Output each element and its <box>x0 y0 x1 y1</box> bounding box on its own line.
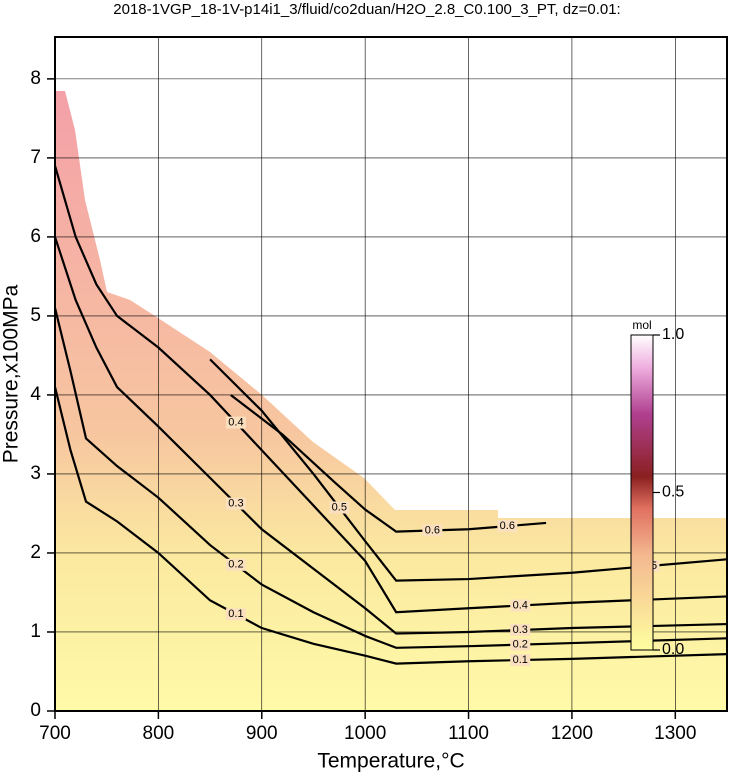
contour-label-bg <box>329 501 350 514</box>
x-tick-label: 900 <box>246 723 278 744</box>
contour-label: 0.1 <box>513 654 528 666</box>
colorbar-label: mol <box>632 318 651 332</box>
y-tick-label: 1 <box>30 621 41 642</box>
contour-line <box>53 236 728 635</box>
contour-label: 0.2 <box>513 639 528 651</box>
plot-frame <box>54 36 728 712</box>
contour-label-bg <box>225 497 246 510</box>
x-tick-label: 1100 <box>448 723 489 744</box>
contour-label-bg <box>510 624 531 637</box>
contour-label-bg <box>510 638 531 651</box>
y-tick-label: 5 <box>30 305 41 326</box>
contour-label-bg <box>225 608 246 621</box>
y-tick-label: 7 <box>30 147 41 168</box>
contour-label: 0.3 <box>513 624 528 636</box>
contour-line <box>209 358 728 582</box>
contour-label: 0.2 <box>228 559 243 571</box>
y-tick-label: 8 <box>30 68 41 89</box>
contour-line <box>230 394 547 533</box>
y-tick-label: 2 <box>30 542 41 563</box>
chart-title: 2018-1VGP_18-1V-p14i1_3/fluid/co2duan/H2… <box>113 1 620 18</box>
y-tick-label: 3 <box>30 463 41 484</box>
x-tick-label: 700 <box>39 723 71 744</box>
colorbar-tick-label: 1.0 <box>662 326 684 343</box>
contour-label-bg <box>497 520 518 533</box>
contour-label: 0.3 <box>228 497 243 509</box>
colorbar <box>630 334 654 651</box>
x-tick-label: 1000 <box>344 723 386 744</box>
contour-line <box>53 386 728 665</box>
x-tick-label: 1300 <box>654 723 696 744</box>
x-tick-label: 1200 <box>551 723 593 744</box>
colorbar-tick-label: 0.5 <box>662 484 684 501</box>
contour-line <box>53 165 728 614</box>
contour-label: 0.6 <box>425 524 440 536</box>
x-axis-label: Temperature,°C <box>317 750 464 773</box>
contour-label: 0.4 <box>513 599 528 611</box>
contour-label: 0.5 <box>332 501 347 513</box>
contour-label-bg <box>225 558 246 571</box>
y-axis-label: Pressure,x100MPa <box>0 284 23 463</box>
y-tick-label: 4 <box>30 384 41 405</box>
contour-label: 0.1 <box>228 608 243 620</box>
contour-label-bg <box>510 599 531 612</box>
colorbar-tick-label: 0.0 <box>662 641 684 658</box>
contour-label-bg <box>510 654 531 667</box>
contour-line <box>53 307 728 649</box>
contour-label-bg <box>422 524 443 537</box>
y-tick-label: 0 <box>30 700 41 721</box>
x-tick-label: 800 <box>143 723 175 744</box>
contour-label-bg <box>225 416 246 429</box>
contour-label: 0.4 <box>228 417 243 429</box>
y-tick-label: 6 <box>30 226 41 247</box>
contour-label: 0.6 <box>500 520 515 532</box>
